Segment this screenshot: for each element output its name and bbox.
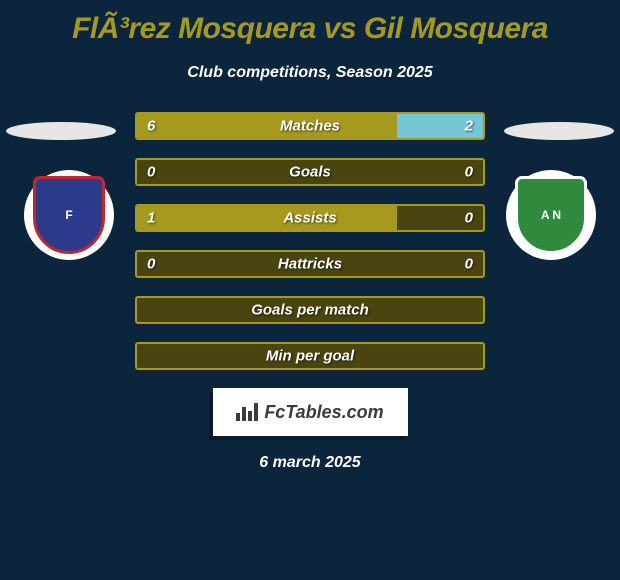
player-shadow-right — [504, 122, 614, 140]
player-shadow-left — [6, 122, 116, 140]
stat-row: 00Goals — [135, 158, 485, 186]
watermark-text: FcTables.com — [264, 402, 383, 423]
date: 6 march 2025 — [0, 454, 620, 472]
stat-label: Min per goal — [137, 348, 483, 365]
stat-label: Hattricks — [137, 256, 483, 273]
subtitle: Club competitions, Season 2025 — [0, 64, 620, 82]
club-logo-right: A N — [506, 170, 596, 260]
club-badge-left: F — [33, 176, 105, 254]
club-badge-right-text: A N — [541, 208, 561, 222]
club-badge-left-text: F — [65, 208, 72, 222]
stat-row: 00Hattricks — [135, 250, 485, 278]
arena: F A N 62Matches 00Goals 10Assists 00Hattric… — [0, 112, 620, 370]
club-badge-right: A N — [515, 176, 587, 254]
stat-label: Goals per match — [137, 302, 483, 319]
stat-label: Goals — [137, 164, 483, 181]
stat-bars: 62Matches 00Goals 10Assists 00Hattricks Goal… — [135, 112, 485, 370]
stat-row: Min per goal — [135, 342, 485, 370]
chart-icon — [236, 403, 258, 421]
stat-label: Matches — [137, 118, 483, 135]
stat-row: Goals per match — [135, 296, 485, 324]
page-title: FlÃ³rez Mosquera vs Gil Mosquera — [0, 0, 620, 46]
stat-row: 62Matches — [135, 112, 485, 140]
comparison-infographic: FlÃ³rez Mosquera vs Gil Mosquera Club co… — [0, 0, 620, 580]
watermark: FcTables.com — [213, 388, 408, 436]
stat-row: 10Assists — [135, 204, 485, 232]
stat-label: Assists — [137, 210, 483, 227]
club-logo-left: F — [24, 170, 114, 260]
